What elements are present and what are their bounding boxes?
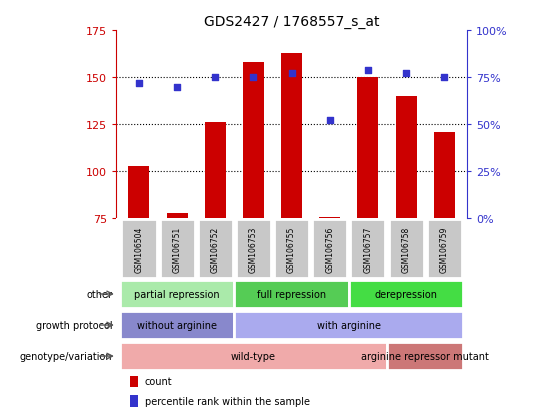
FancyBboxPatch shape [312,219,347,278]
Bar [130,395,138,407]
Bar [396,97,416,219]
Text: derepression: derepression [375,289,437,299]
FancyBboxPatch shape [387,343,463,370]
Text: without arginine: without arginine [137,320,217,330]
Bar [357,78,379,219]
Point [287,71,296,78]
Bar [434,133,455,219]
Text: GSM106759: GSM106759 [440,225,449,272]
FancyBboxPatch shape [120,281,234,308]
Text: wild-type: wild-type [231,351,276,361]
Text: GSM106504: GSM106504 [134,225,144,272]
Point [211,75,220,81]
Text: GSM106753: GSM106753 [249,225,258,272]
Bar [319,217,340,219]
Bar [281,54,302,219]
Text: GSM106751: GSM106751 [173,226,181,272]
Bar [167,213,187,219]
Point [134,80,143,87]
Point [402,71,410,78]
Text: arginine repressor mutant: arginine repressor mutant [361,351,489,361]
Text: other: other [86,289,112,299]
Text: GSM106756: GSM106756 [325,225,334,272]
Point [173,84,181,91]
FancyBboxPatch shape [349,281,463,308]
Text: full repression: full repression [257,289,326,299]
FancyBboxPatch shape [388,219,423,278]
Bar [130,376,138,387]
FancyBboxPatch shape [427,219,462,278]
Text: GSM106757: GSM106757 [363,225,373,272]
Text: genotype/variation: genotype/variation [20,351,112,361]
Text: percentile rank within the sample: percentile rank within the sample [145,396,310,406]
FancyBboxPatch shape [120,343,387,370]
Point [440,75,449,81]
Point [363,67,372,74]
Bar [205,123,226,219]
Text: partial repression: partial repression [134,289,220,299]
FancyBboxPatch shape [236,219,271,278]
Point [326,118,334,124]
FancyBboxPatch shape [120,311,234,339]
Title: GDS2427 / 1768557_s_at: GDS2427 / 1768557_s_at [204,14,380,28]
Text: count: count [145,377,172,387]
FancyBboxPatch shape [160,219,195,278]
FancyBboxPatch shape [198,219,233,278]
Point [249,75,258,81]
Bar [243,63,264,219]
Text: GSM106752: GSM106752 [211,226,220,272]
Text: GSM106758: GSM106758 [402,226,410,272]
FancyBboxPatch shape [350,219,386,278]
Bar [129,166,150,219]
FancyBboxPatch shape [122,219,157,278]
FancyBboxPatch shape [234,311,463,339]
Text: with arginine: with arginine [317,320,381,330]
Text: growth protocol: growth protocol [36,320,112,330]
FancyBboxPatch shape [274,219,309,278]
Text: GSM106755: GSM106755 [287,225,296,272]
FancyBboxPatch shape [234,281,349,308]
